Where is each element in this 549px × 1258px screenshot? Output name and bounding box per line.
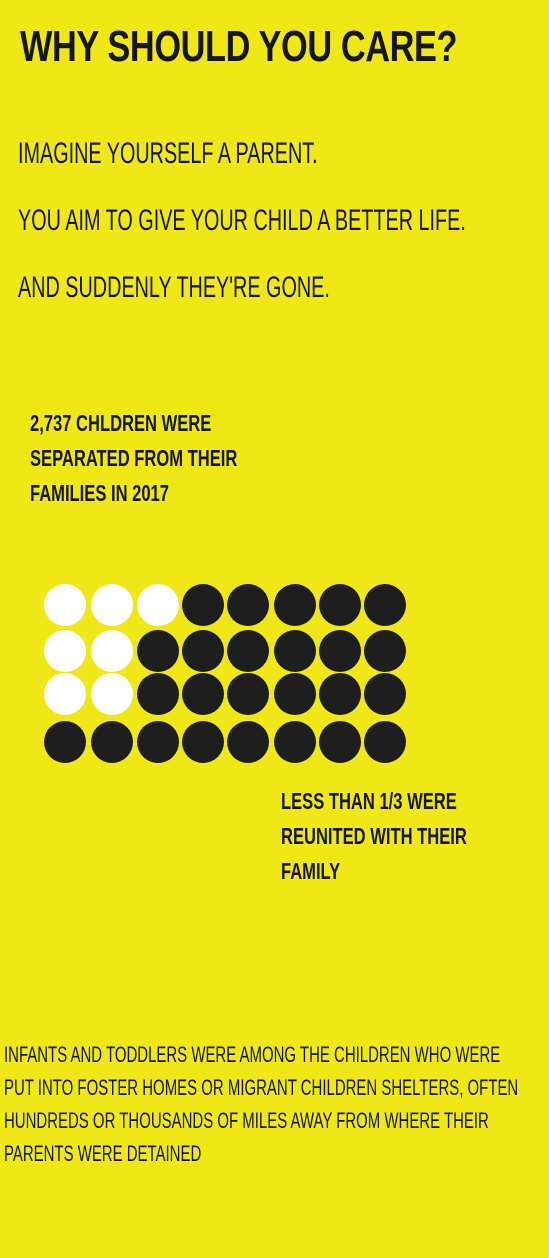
separated-child-dot <box>364 673 406 715</box>
separated-child-dot <box>137 630 179 672</box>
separated-child-dot <box>227 630 269 672</box>
reunited-child-dot <box>91 584 133 626</box>
separated-child-dot <box>274 673 316 715</box>
separated-child-dot <box>274 721 316 763</box>
separated-child-dot <box>364 630 406 672</box>
separated-child-dot <box>227 673 269 715</box>
separated-child-dot <box>91 721 133 763</box>
intro-line-1: IMAGINE YOURSELF A PARENT. <box>18 137 318 170</box>
separated-child-dot <box>227 721 269 763</box>
detention-note-line-3: HUNDREDS OR THOUSANDS OF MILES AWAY FROM… <box>4 1108 489 1133</box>
separated-stat-line-3: FAMILIES IN 2017 <box>30 480 169 506</box>
separated-child-dot <box>364 721 406 763</box>
reunited-stat-line-2: REUNITED WITH THEIR <box>281 823 467 849</box>
separated-child-dot <box>274 584 316 626</box>
reunited-child-dot <box>91 630 133 672</box>
detention-note-line-1: INFANTS AND TODDLERS WERE AMONG THE CHIL… <box>4 1042 501 1067</box>
intro-line-2: YOU AIM TO GIVE YOUR CHILD A BETTER LIFE… <box>18 204 466 237</box>
separated-child-dot <box>364 584 406 626</box>
separated-child-dot <box>319 584 361 626</box>
separated-child-dot <box>319 721 361 763</box>
separated-child-dot <box>319 630 361 672</box>
separated-stat-line-2: SEPARATED FROM THEIR <box>30 445 238 471</box>
reunited-child-dot <box>137 584 179 626</box>
reunited-child-dot <box>91 673 133 715</box>
reunited-stat-line-3: FAMILY <box>281 858 341 884</box>
separated-child-dot <box>137 721 179 763</box>
detention-note-line-2: PUT INTO FOSTER HOMES OR MIGRANT CHILDRE… <box>4 1075 519 1100</box>
separated-child-dot <box>227 584 269 626</box>
detention-note: INFANTS AND TODDLERS WERE AMONG THE CHIL… <box>4 1038 518 1170</box>
separated-child-dot <box>182 584 224 626</box>
reunited-stat: LESS THAN 1/3 WERE REUNITED WITH THEIR F… <box>281 784 467 889</box>
reunited-child-dot <box>44 673 86 715</box>
separated-child-dot <box>44 721 86 763</box>
detention-note-line-4: PARENTS WERE DETAINED <box>4 1141 202 1166</box>
reunited-child-dot <box>44 630 86 672</box>
separated-child-dot <box>182 721 224 763</box>
separated-child-dot <box>182 630 224 672</box>
intro-line-3: AND SUDDENLY THEY'RE GONE. <box>18 271 330 304</box>
separated-child-dot <box>319 673 361 715</box>
separated-stat: 2,737 CHLDREN WERE SEPARATED FROM THEIR … <box>30 406 237 511</box>
separated-child-dot <box>137 673 179 715</box>
page-title: WHY SHOULD YOU CARE? <box>20 22 458 71</box>
separated-child-dot <box>182 673 224 715</box>
reunited-stat-line-1: LESS THAN 1/3 WERE <box>281 788 457 814</box>
separated-child-dot <box>274 630 316 672</box>
separated-stat-line-1: 2,737 CHLDREN WERE <box>30 410 212 436</box>
reunited-child-dot <box>44 584 86 626</box>
